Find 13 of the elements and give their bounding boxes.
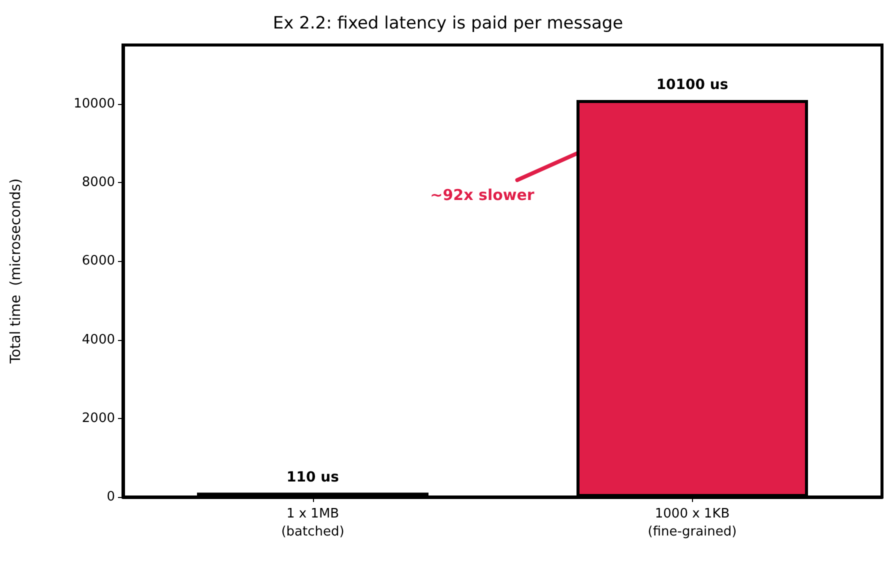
y-axis-title: Total time (microseconds) <box>8 178 24 365</box>
y-tick-label: 8000 <box>82 175 115 190</box>
data-label: 110 us <box>286 470 339 486</box>
y-tick-label: 10000 <box>74 96 115 112</box>
y-tick-label: 2000 <box>82 410 115 426</box>
data-label: 10100 us <box>656 77 728 94</box>
y-tick-label: 4000 <box>82 332 115 348</box>
x-tick-label: 1000 x 1KB (fine-grained) <box>648 506 737 540</box>
y-tick-label: 6000 <box>82 254 115 269</box>
chart-title: Ex 2.2: fixed latency is paid per message <box>272 14 624 34</box>
y-tick-label: 0 <box>106 490 115 504</box>
x-tick-label: 1 x 1MB (batched) <box>281 506 344 540</box>
annotation: ~92x slower <box>430 186 535 204</box>
